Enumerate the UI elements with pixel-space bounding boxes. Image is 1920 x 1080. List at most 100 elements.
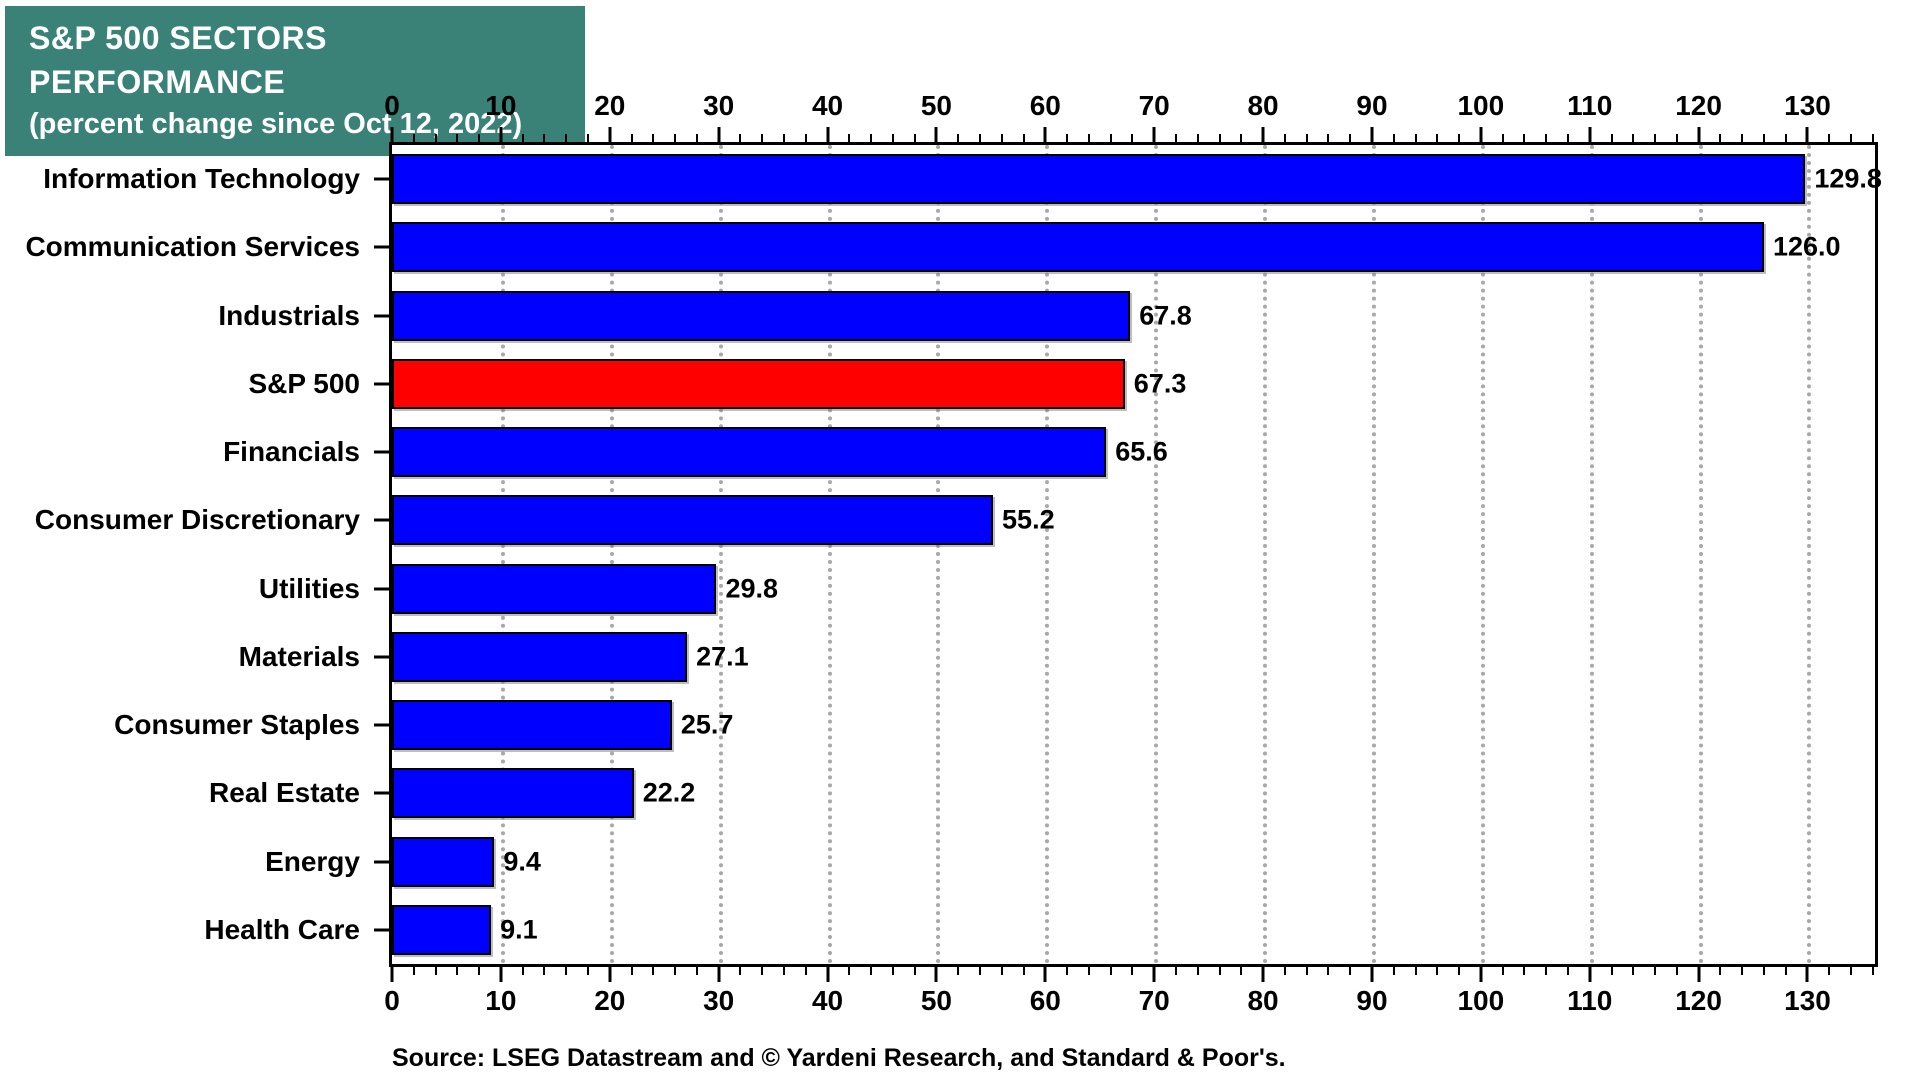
minor-tick-122 (1719, 967, 1722, 975)
chart-title: S&P 500 SECTORS PERFORMANCE (29, 20, 327, 101)
gridline-50 (936, 145, 941, 964)
x-axis-bottom: 0 10 20 30 40 50 60 70 80 90 100 110 120 130 (384, 967, 1878, 1019)
category-label-real-estate: Real Estate (209, 777, 360, 809)
bar-s-p-500 (392, 358, 1125, 409)
major-tick-10 (499, 967, 503, 982)
gridline-90 (1371, 145, 1376, 964)
gridline-100 (1480, 145, 1485, 964)
minor-tick-16 (565, 967, 568, 975)
major-tick-120 (1697, 127, 1701, 142)
chart-subtitle: (percent change since Oct 12, 2022) (29, 108, 523, 141)
minor-tick-48 (913, 134, 916, 142)
value-label-utilities: 29.8 (725, 573, 779, 604)
tick-label-20: 20 (594, 985, 626, 1016)
tick-label-70: 70 (1138, 985, 1170, 1016)
tick-label-110: 110 (1567, 985, 1613, 1016)
minor-tick-14 (543, 134, 546, 142)
minor-tick-114 (1632, 967, 1635, 975)
minor-tick-112 (1610, 134, 1613, 142)
minor-tick-82 (1283, 134, 1286, 142)
minor-tick-6 (456, 134, 459, 142)
minor-tick-26 (674, 967, 677, 975)
minor-tick-22 (630, 967, 633, 975)
tick-label-0: 0 (384, 985, 400, 1016)
minor-tick-78 (1240, 967, 1243, 975)
minor-tick-14 (543, 967, 546, 975)
minor-tick-104 (1523, 134, 1526, 142)
tick-label-40: 40 (811, 90, 844, 121)
minor-tick-42 (848, 967, 851, 975)
major-tick-60 (1043, 967, 1047, 982)
tick-label-110: 110 (1567, 90, 1613, 121)
minor-tick-96 (1436, 967, 1439, 975)
value-label-industrials: 67.8 (1139, 300, 1192, 331)
category-label-s-p-500: S&P 500 (248, 367, 360, 399)
major-tick-50 (934, 967, 938, 982)
major-tick-30 (717, 127, 721, 142)
minor-tick-12 (521, 967, 524, 975)
value-label-energy: 9.4 (503, 846, 541, 877)
y-tick-utilities (374, 587, 389, 591)
gridline-30 (718, 145, 723, 964)
minor-tick-46 (891, 134, 894, 142)
minor-tick-66 (1109, 134, 1112, 142)
minor-tick-72 (1174, 967, 1177, 975)
tick-label-120: 120 (1675, 90, 1722, 121)
minor-tick-52 (957, 134, 960, 142)
major-tick-20 (608, 127, 612, 142)
source-note: Source: LSEG Datastream and © Yardeni Re… (392, 1044, 1286, 1072)
minor-tick-16 (565, 134, 568, 142)
minor-tick-128 (1784, 967, 1787, 975)
plot-area: 129.8 126.0 67.8 67.3 65.6 55.2 29.8 27.1 25.7 22… (389, 142, 1882, 967)
bar-energy (392, 836, 495, 887)
tick-label-20: 20 (594, 90, 626, 121)
major-tick-50 (934, 127, 938, 142)
chart-title-box: S&P 500 SECTORS PERFORMANCE (percent cha… (5, 6, 585, 157)
bar-industrials (392, 290, 1131, 341)
minor-tick-136 (1871, 967, 1874, 975)
tick-label-100: 100 (1457, 985, 1505, 1016)
minor-tick-128 (1784, 134, 1787, 142)
y-tick-communication-services (374, 245, 389, 249)
minor-tick-54 (978, 967, 981, 975)
minor-tick-62 (1066, 967, 1069, 975)
value-label-financials: 65.6 (1115, 436, 1168, 467)
minor-tick-96 (1436, 134, 1439, 142)
bar-information-technology (392, 154, 1806, 205)
minor-tick-94 (1414, 967, 1417, 975)
major-tick-0 (390, 967, 394, 982)
minor-tick-86 (1327, 967, 1330, 975)
y-tick-information-technology (374, 177, 389, 181)
tick-label-90: 90 (1356, 985, 1388, 1016)
minor-tick-64 (1087, 134, 1090, 142)
major-tick-70 (1152, 967, 1156, 982)
bar-real-estate (392, 768, 634, 819)
gridline-80 (1263, 145, 1268, 964)
major-tick-70 (1152, 127, 1156, 142)
minor-tick-74 (1196, 134, 1199, 142)
minor-tick-76 (1218, 967, 1221, 975)
minor-tick-6 (456, 967, 459, 975)
minor-tick-28 (695, 967, 698, 975)
minor-tick-132 (1828, 134, 1831, 142)
bar-consumer-discretionary (392, 495, 994, 546)
minor-tick-34 (761, 967, 764, 975)
x-axis-top: 0 10 20 30 40 50 60 70 80 90 100 110 120 130 (384, 90, 1878, 142)
minor-tick-44 (870, 134, 873, 142)
minor-tick-82 (1283, 967, 1286, 975)
tick-label-10: 10 (485, 90, 517, 121)
minor-tick-36 (782, 134, 785, 142)
major-tick-0 (390, 127, 394, 142)
category-label-energy: Energy (265, 845, 360, 877)
minor-tick-88 (1349, 134, 1352, 142)
value-label-s-p-500: 67.3 (1133, 368, 1187, 399)
minor-tick-2 (412, 134, 415, 142)
minor-tick-46 (891, 967, 894, 975)
major-tick-30 (717, 967, 721, 982)
minor-tick-114 (1632, 134, 1635, 142)
minor-tick-78 (1240, 134, 1243, 142)
minor-tick-8 (478, 967, 481, 975)
minor-tick-24 (652, 134, 655, 142)
minor-tick-116 (1654, 967, 1657, 975)
minor-tick-134 (1850, 134, 1853, 142)
